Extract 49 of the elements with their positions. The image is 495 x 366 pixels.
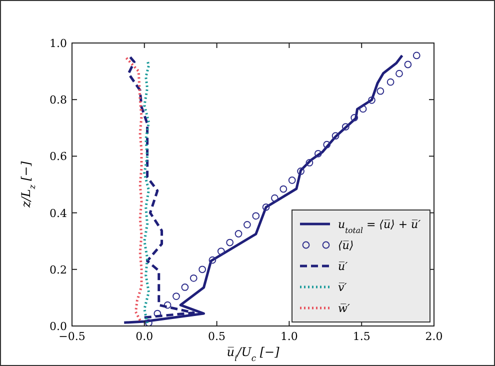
legend-label: w̅′: [338, 302, 350, 315]
y-tick-label: 0.8: [50, 94, 67, 107]
point: [271, 194, 278, 202]
point: [217, 248, 225, 255]
point: [234, 230, 242, 238]
x-axis-title: u̅$_{i}$/U$_{c}$ [−]: [226, 345, 280, 363]
point: [386, 78, 394, 86]
point: [404, 60, 412, 68]
point: [350, 114, 358, 122]
legend-label: u$_{total}$ = ⟨u̅⟩ + u̅′: [338, 218, 422, 234]
point: [297, 168, 304, 175]
point: [280, 185, 288, 193]
line-series: [124, 56, 143, 322]
point: [332, 132, 340, 140]
x-tick-label: 0.0: [136, 330, 154, 343]
legend-label: ⟨u̅⟩: [338, 239, 354, 252]
point: [244, 220, 251, 228]
point: [262, 203, 270, 211]
point: [145, 319, 152, 326]
point: [252, 212, 260, 220]
point: [396, 70, 403, 78]
point: [164, 301, 172, 309]
y-tick-label: 0.2: [50, 263, 67, 276]
point: [306, 159, 314, 166]
legend-label: u̅′: [338, 260, 348, 273]
x-tick-label: 2.0: [425, 330, 443, 343]
point: [314, 150, 322, 158]
x-tick-label: 1.5: [352, 330, 370, 343]
point: [208, 256, 216, 264]
y-tick-label: 0.0: [50, 320, 67, 333]
point: [198, 266, 206, 274]
x-tick-label: 0.5: [208, 330, 226, 343]
x-tick-label: 1.0: [280, 330, 298, 343]
y-tick-label: 0.4: [50, 206, 67, 220]
x-tick-label: −0.5: [58, 330, 86, 343]
point: [376, 87, 384, 95]
y-tick-label: 0.6: [50, 150, 67, 164]
point: [368, 96, 376, 104]
point: [288, 176, 296, 184]
point: [226, 238, 234, 246]
point: [342, 123, 350, 130]
point: [190, 274, 198, 282]
point: [412, 52, 420, 60]
point: [323, 140, 331, 148]
point: [359, 105, 367, 113]
point: [181, 284, 189, 291]
legend-label: v̅′: [338, 281, 348, 294]
point: [172, 292, 180, 300]
y-tick-label: 1.0: [50, 37, 67, 50]
